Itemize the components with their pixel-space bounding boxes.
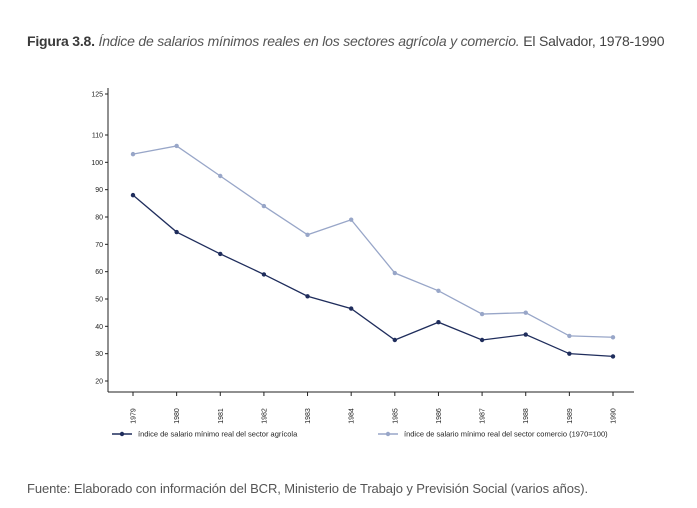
chart-title: Figura 3.8. Índice de salarios mínimos r… <box>27 33 687 49</box>
data-point-agricola <box>130 192 136 198</box>
x-tick-label: 1985 <box>392 408 399 424</box>
data-point-agricola <box>348 306 354 311</box>
y-tick-label: 50 <box>95 297 103 304</box>
chart-legend: índice de salario mínimo real del sector… <box>112 430 608 439</box>
legend-swatch-marker-comercio <box>385 431 391 437</box>
y-tick-label: 125 <box>91 92 103 99</box>
data-point-agricola <box>479 337 485 343</box>
data-point-comercio <box>174 143 179 149</box>
x-tick-label: 1987 <box>480 408 487 424</box>
y-tick-label: 30 <box>95 351 103 358</box>
y-tick-label: 40 <box>95 324 103 331</box>
data-point-agricola <box>523 332 528 337</box>
x-tick-label: 1980 <box>174 408 181 424</box>
y-tick-label: 20 <box>95 379 103 386</box>
chart-source-note: Fuente: Elaborado con información del BC… <box>27 481 589 496</box>
data-point-comercio <box>567 333 572 339</box>
data-point-agricola <box>610 354 616 359</box>
x-tick-label: 1984 <box>349 408 356 424</box>
series-line-agricola <box>132 194 614 358</box>
data-point-comercio <box>348 217 354 222</box>
y-tick-label: 80 <box>95 215 103 222</box>
x-tick-label: 1989 <box>567 408 574 424</box>
y-tick-label: 70 <box>95 242 103 249</box>
data-point-comercio <box>523 310 528 315</box>
x-tick-label: 1986 <box>436 408 443 424</box>
data-point-agricola <box>218 251 223 257</box>
legend-label-agricola: índice de salario mínimo real del sector… <box>138 430 298 439</box>
x-tick-label: 1981 <box>218 408 225 424</box>
data-point-comercio <box>392 270 398 276</box>
x-tick-label: 1990 <box>611 408 618 424</box>
data-point-comercio <box>479 311 485 317</box>
x-tick-label: 1983 <box>305 408 312 424</box>
x-tick-label: 1988 <box>523 408 530 424</box>
y-tick-label: 110 <box>92 133 103 140</box>
legend-label-comercio: índice de salario mínimo real del sector… <box>404 430 608 439</box>
y-tick-label: 90 <box>95 187 103 194</box>
data-point-agricola <box>305 294 310 299</box>
data-point-agricola <box>436 320 441 325</box>
data-point-comercio <box>610 335 616 340</box>
data-point-agricola <box>392 337 398 343</box>
series-line-comercio <box>132 145 614 338</box>
data-point-comercio <box>305 232 310 237</box>
y-axis-ticks: 20 30 40 50 60 70 80 90 100 110 125 <box>91 92 108 386</box>
data-point-comercio <box>218 173 223 179</box>
data-point-comercio <box>130 151 136 157</box>
figure-label: Figura 3.8. <box>27 33 95 49</box>
data-point-comercio <box>261 203 267 209</box>
y-tick-label: 60 <box>95 269 103 276</box>
figure-caption: Índice de salarios mínimos reales en los… <box>98 33 520 49</box>
figure-subtitle: El Salvador, 1978-1990 <box>523 33 665 49</box>
x-tick-label: 1979 <box>131 408 138 424</box>
chart-axes <box>107 88 634 393</box>
x-tick-label: 1982 <box>261 408 268 424</box>
data-point-agricola <box>261 272 267 277</box>
data-point-agricola <box>567 351 572 356</box>
data-point-agricola <box>174 229 179 235</box>
x-axis-ticks: 1979 1980 1981 1982 1983 1984 1985 1986 1987 1988… <box>131 392 618 424</box>
legend-swatch-marker-agricola <box>119 431 125 437</box>
chart-series <box>130 143 616 359</box>
data-point-comercio <box>436 288 441 293</box>
y-tick-label: 100 <box>91 160 103 167</box>
